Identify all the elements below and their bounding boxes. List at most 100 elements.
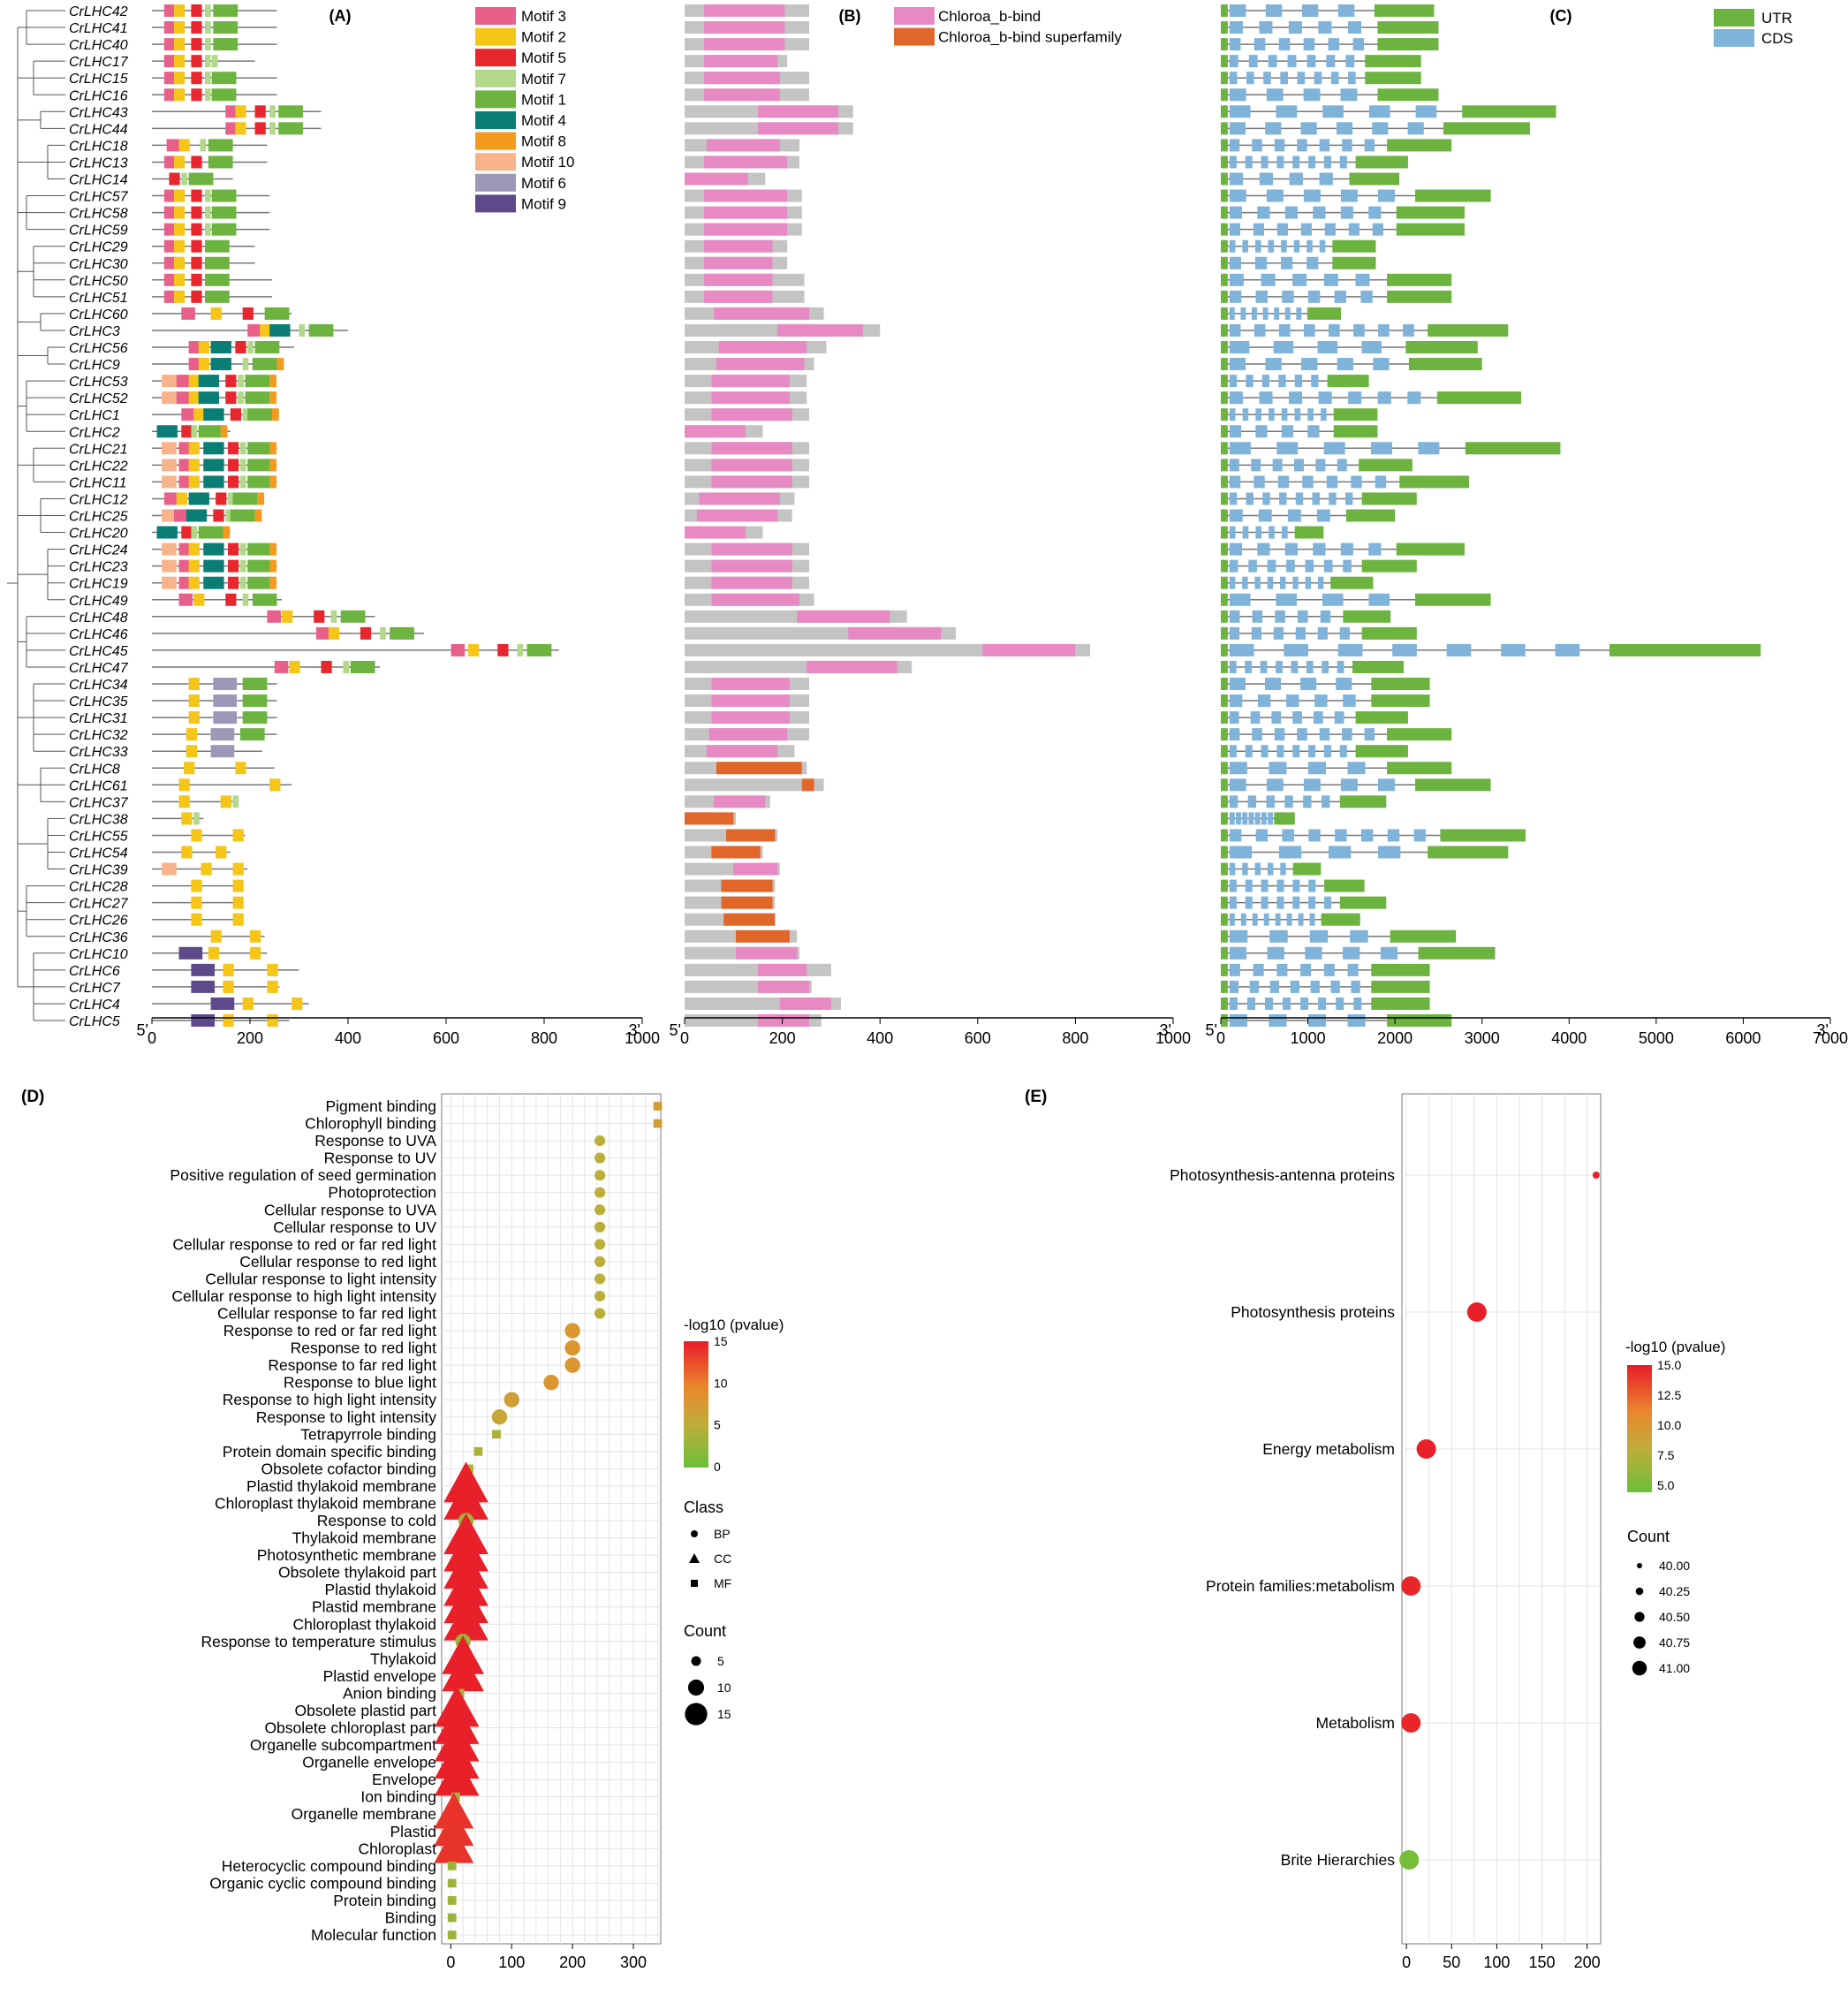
cds-block <box>1323 442 1345 455</box>
panel-b-domains: 0 200 400 600 800 1000 5' 3' (B) Chloroa_b-bind Ch… <box>670 4 1191 1047</box>
colorbar-segment <box>684 1376 708 1380</box>
cds-block <box>1254 862 1261 876</box>
cds-block <box>1300 122 1317 135</box>
motif-block <box>188 559 200 573</box>
motif-block <box>250 929 261 943</box>
gene-label: CrLHC25 <box>69 510 128 525</box>
motif-block <box>188 475 200 489</box>
legend-marker-mf <box>691 1580 698 1587</box>
motif-block <box>156 526 178 539</box>
motif-block <box>269 576 276 589</box>
data-point <box>1466 1302 1487 1322</box>
category-label: Organelle envelope <box>302 1754 436 1772</box>
motif-block <box>191 239 202 253</box>
motif-block <box>188 459 200 472</box>
motif-block <box>269 105 276 118</box>
cds-block <box>1278 323 1291 337</box>
cds-block <box>1275 913 1281 926</box>
utr-block <box>1221 172 1228 186</box>
bp-point <box>595 1290 606 1302</box>
motif-block <box>181 846 193 859</box>
motif-block <box>181 425 193 438</box>
tick-label: 0 <box>446 1954 455 1971</box>
cds-block <box>1229 375 1238 388</box>
utr-block <box>1221 307 1228 320</box>
cds-block <box>1323 273 1338 286</box>
utr-block <box>1294 526 1324 539</box>
gene-label: CrLHC32 <box>69 728 128 743</box>
domain-block <box>982 643 1076 656</box>
motif-block <box>282 610 293 623</box>
cds-block <box>1292 745 1300 758</box>
category-label: Response to high light intensity <box>223 1391 436 1408</box>
cds-block <box>1229 542 1243 556</box>
utr-block <box>1359 459 1413 472</box>
category-label: Photosynthesis-antenna proteins <box>1170 1166 1395 1184</box>
cds-block <box>1281 256 1293 269</box>
tick-label: 200 <box>769 1029 796 1047</box>
legend-swatch <box>475 69 516 87</box>
motif-block <box>340 610 366 623</box>
cds-block <box>1347 762 1366 775</box>
domain-block <box>704 290 773 303</box>
motif-block <box>239 459 246 472</box>
utr-block <box>1221 492 1228 505</box>
cds-block <box>1318 391 1332 405</box>
utr-block <box>1371 678 1430 690</box>
gene-label: CrLHC18 <box>69 139 128 154</box>
three-prime-label: 3' <box>1817 1021 1829 1039</box>
motif-block <box>173 55 186 68</box>
category-label: Chloroplast <box>358 1840 436 1857</box>
cds-block <box>1229 156 1237 169</box>
domain-block <box>704 273 773 286</box>
gene-label: CrLHC12 <box>69 492 128 507</box>
cds-block <box>1229 862 1236 876</box>
motif-block <box>269 559 276 573</box>
cds-block <box>1306 55 1316 68</box>
colorbar-segment <box>1627 1438 1652 1442</box>
cds-block <box>1263 913 1269 926</box>
colorbar-segment <box>684 1463 708 1468</box>
bp-point <box>595 1273 606 1285</box>
cds-block <box>1368 206 1382 219</box>
tick-label: 100 <box>1483 1954 1510 1971</box>
category-label: Cellular response to light intensity <box>205 1270 436 1287</box>
cds-block <box>1418 442 1440 455</box>
category-label: Response to temperature stimulus <box>201 1633 436 1650</box>
colorbar-segment <box>684 1366 708 1370</box>
utr-block <box>1221 610 1228 623</box>
motif-block <box>235 341 246 353</box>
motif-block <box>269 442 276 455</box>
cds-block <box>1229 778 1246 792</box>
colorbar-segment <box>1627 1450 1652 1455</box>
motif-block <box>198 358 209 371</box>
cds-block <box>1262 492 1270 505</box>
tick-label: 6000 <box>1725 1029 1761 1047</box>
cds-block <box>1501 643 1526 656</box>
motif-block <box>271 408 279 421</box>
motif-block <box>191 829 202 842</box>
cds-block <box>1257 694 1271 708</box>
motif-block <box>201 862 212 876</box>
cds-block <box>1229 728 1240 741</box>
utr-block <box>1221 375 1228 388</box>
panel-label: (E) <box>1025 1088 1047 1106</box>
category-label: Brite Hierarchies <box>1281 1851 1396 1869</box>
cds-block <box>1387 829 1400 842</box>
colorbar-segment <box>684 1400 708 1405</box>
domain-block <box>797 610 890 623</box>
cds-block <box>1266 88 1284 102</box>
cds-block <box>1265 4 1283 17</box>
utr-block <box>1221 442 1228 455</box>
domain-block <box>779 997 831 1010</box>
cds-block <box>1326 475 1338 489</box>
cds-block <box>1281 239 1287 253</box>
cds-block <box>1368 105 1390 118</box>
motif-block <box>173 290 186 303</box>
cds-block <box>1336 122 1353 135</box>
motif-block <box>252 358 277 371</box>
utr-block <box>1221 694 1228 708</box>
cds-block <box>1330 72 1339 85</box>
colorbar-segment <box>684 1445 708 1449</box>
